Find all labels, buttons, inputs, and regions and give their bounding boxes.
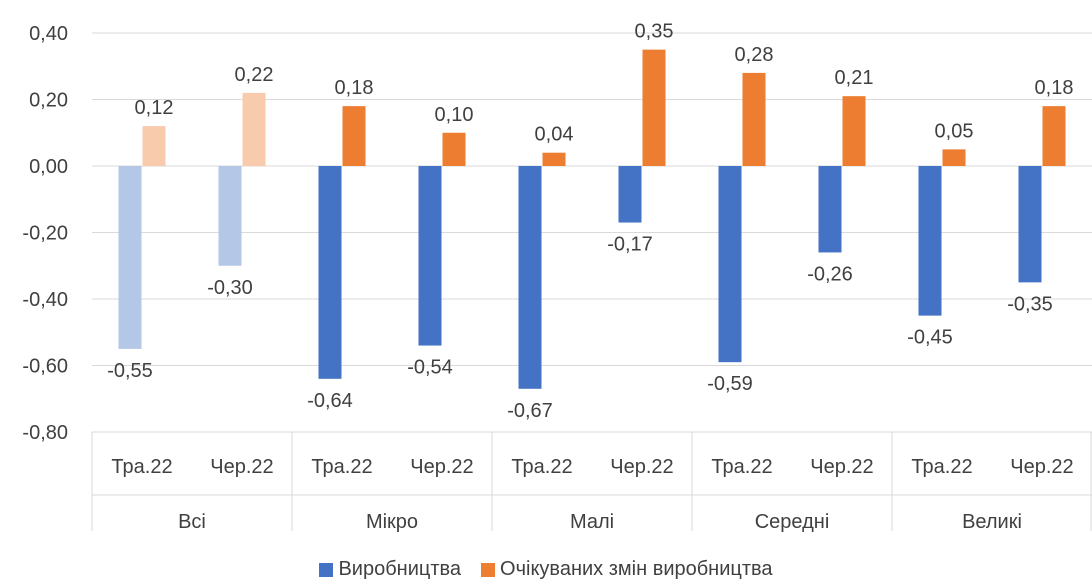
- bar-production: [718, 166, 742, 363]
- data-label: -0,59: [707, 373, 753, 395]
- bar-expected-changes: [242, 92, 266, 166]
- data-label: -0,30: [207, 277, 253, 299]
- bar-production: [618, 166, 642, 223]
- data-label: -0,26: [807, 263, 853, 285]
- data-label: 0,22: [235, 64, 274, 86]
- y-tick-label: -0,60: [22, 356, 68, 378]
- data-label: 0,05: [935, 120, 974, 142]
- group-label: Малі: [570, 511, 614, 533]
- bar-production: [418, 166, 442, 346]
- data-label: -0,45: [907, 327, 953, 349]
- x-tick-label: Чер.22: [410, 456, 473, 478]
- x-tick-label: Тра.22: [511, 456, 572, 478]
- data-label: 0,28: [735, 44, 774, 66]
- data-label: 0,18: [1035, 77, 1074, 99]
- bar-expected-changes: [742, 72, 766, 166]
- bar-expected-changes: [542, 152, 566, 166]
- bar-expected-changes: [842, 96, 866, 166]
- x-tick-label: Чер.22: [210, 456, 273, 478]
- data-label: -0,54: [407, 357, 453, 379]
- bar-chart: 0,40 0,20 0,00 -0,20 -0,40 -0,60 -0,80 -0,55 0,1…: [22, 21, 1092, 533]
- x-tick-label: Тра.22: [311, 456, 372, 478]
- x-tick-label: Тра.22: [911, 456, 972, 478]
- y-tick-label: -0,20: [22, 223, 68, 245]
- y-tick-label: 0,40: [29, 23, 68, 45]
- y-tick-label: 0,00: [29, 156, 68, 178]
- x-tick-label: Чер.22: [610, 456, 673, 478]
- data-label: 0,10: [435, 104, 474, 126]
- x-tick-label: Чер.22: [1010, 456, 1073, 478]
- data-label: 0,18: [335, 77, 374, 99]
- legend-label-production: Виробництва: [338, 558, 462, 580]
- legend: Виробництва Очікуваних змін виробництва: [0, 556, 1092, 583]
- x-tick-label: Тра.22: [711, 456, 772, 478]
- data-label: -0,17: [607, 234, 653, 256]
- bar-production: [118, 166, 142, 349]
- x-tick-label: Тра.22: [111, 456, 172, 478]
- y-tick-label: -0,40: [22, 289, 68, 311]
- bar-production: [818, 166, 842, 253]
- data-label: -0,67: [507, 400, 553, 422]
- group-label: Мікро: [366, 511, 418, 533]
- data-label: -0,35: [1007, 293, 1053, 315]
- data-label: -0,64: [307, 390, 353, 412]
- data-label: 0,35: [635, 21, 674, 43]
- legend-item-expected-changes: Очікуваних змін виробництва: [481, 558, 773, 581]
- legend-label-expected-changes: Очікуваних змін виробництва: [500, 558, 773, 580]
- bar-production: [518, 166, 542, 389]
- y-tick-label: -0,80: [22, 422, 68, 444]
- x-tick-label: Чер.22: [810, 456, 873, 478]
- bar-expected-changes: [142, 126, 166, 166]
- legend-swatch-production: [319, 562, 334, 577]
- bar-expected-changes: [442, 132, 466, 166]
- bar-expected-changes: [1042, 106, 1066, 166]
- data-label: -0,55: [107, 360, 153, 382]
- group-label: Всі: [178, 511, 206, 533]
- data-label: 0,21: [835, 67, 874, 89]
- legend-swatch-expected-changes: [481, 562, 496, 577]
- legend-item-production: Виробництва: [319, 558, 461, 581]
- bar-expected-changes: [642, 49, 666, 166]
- bar-expected-changes: [942, 149, 966, 166]
- data-label: 0,04: [535, 124, 574, 146]
- bar-production: [218, 166, 242, 266]
- data-label: 0,12: [135, 97, 174, 119]
- group-label: Середні: [755, 511, 830, 533]
- y-tick-label: 0,20: [29, 90, 68, 112]
- bar-expected-changes: [342, 106, 366, 166]
- group-label: Великі: [962, 511, 1022, 533]
- bar-production: [918, 166, 942, 316]
- bar-production: [1018, 166, 1042, 283]
- bar-production: [318, 166, 342, 379]
